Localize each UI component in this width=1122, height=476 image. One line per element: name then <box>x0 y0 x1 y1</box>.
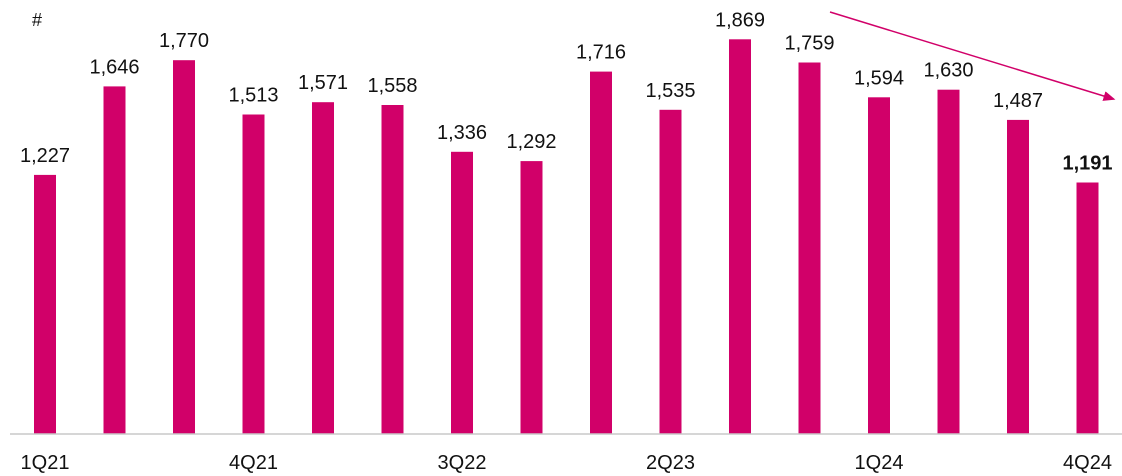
bar-3Q21 <box>173 60 195 434</box>
value-label-1Q22: 1,571 <box>298 72 348 94</box>
value-label-3Q24: 1,487 <box>993 90 1043 112</box>
value-label-2Q23: 1,535 <box>645 80 695 102</box>
bar-3Q23 <box>729 39 751 435</box>
value-label-4Q22: 1,292 <box>506 131 556 153</box>
x-tick-label-2Q23: 2Q23 <box>646 452 695 474</box>
value-label-2Q24: 1,630 <box>923 60 973 82</box>
bar-2Q23 <box>659 109 682 435</box>
value-label-3Q23: 1,869 <box>715 9 765 31</box>
x-tick-labels-layer: 1Q21 4Q21 3Q22 2Q23 1Q24 4Q24 <box>21 452 1112 474</box>
value-label-3Q21: 1,770 <box>159 30 209 52</box>
value-label-3Q22: 1,336 <box>437 122 487 144</box>
value-label-2Q21: 1,646 <box>89 56 139 78</box>
bar-3Q24 <box>1007 119 1029 435</box>
bar-4Q22 <box>520 161 543 434</box>
bar-2Q21 <box>103 86 126 435</box>
value-label-4Q23: 1,759 <box>784 33 834 55</box>
value-labels-layer: 1,227 1,646 1,770 1,513 1,571 1,558 1,336 1,292… <box>20 9 1113 174</box>
bar-4Q23 <box>798 62 821 434</box>
bar-1Q21 <box>34 174 56 434</box>
value-label-4Q24: 1,191 <box>1062 153 1112 175</box>
x-tick-label-4Q21: 4Q21 <box>229 452 278 474</box>
bar-3Q22 <box>451 151 473 435</box>
value-label-2Q22: 1,558 <box>367 75 417 97</box>
trend-arrow <box>829 11 1116 101</box>
bar-4Q21 <box>242 114 265 434</box>
x-tick-label-3Q22: 3Q22 <box>438 452 487 474</box>
bar-1Q23 <box>590 71 612 434</box>
bar-2Q24 <box>937 89 960 434</box>
value-label-1Q23: 1,716 <box>576 42 626 64</box>
x-tick-label-4Q24: 4Q24 <box>1063 452 1112 474</box>
bar-2Q22 <box>381 105 404 434</box>
x-tick-label-1Q24: 1Q24 <box>855 452 904 474</box>
bar-1Q22 <box>312 102 334 434</box>
value-label-1Q24: 1,594 <box>854 67 904 89</box>
bar-4Q24 <box>1076 182 1099 434</box>
y-unit-label: # <box>32 10 42 30</box>
x-tick-label-1Q21: 1Q21 <box>21 452 70 474</box>
bars-layer <box>34 39 1099 435</box>
value-label-4Q21: 1,513 <box>228 85 278 107</box>
value-label-1Q21: 1,227 <box>20 145 70 167</box>
bar-1Q24 <box>868 97 890 435</box>
